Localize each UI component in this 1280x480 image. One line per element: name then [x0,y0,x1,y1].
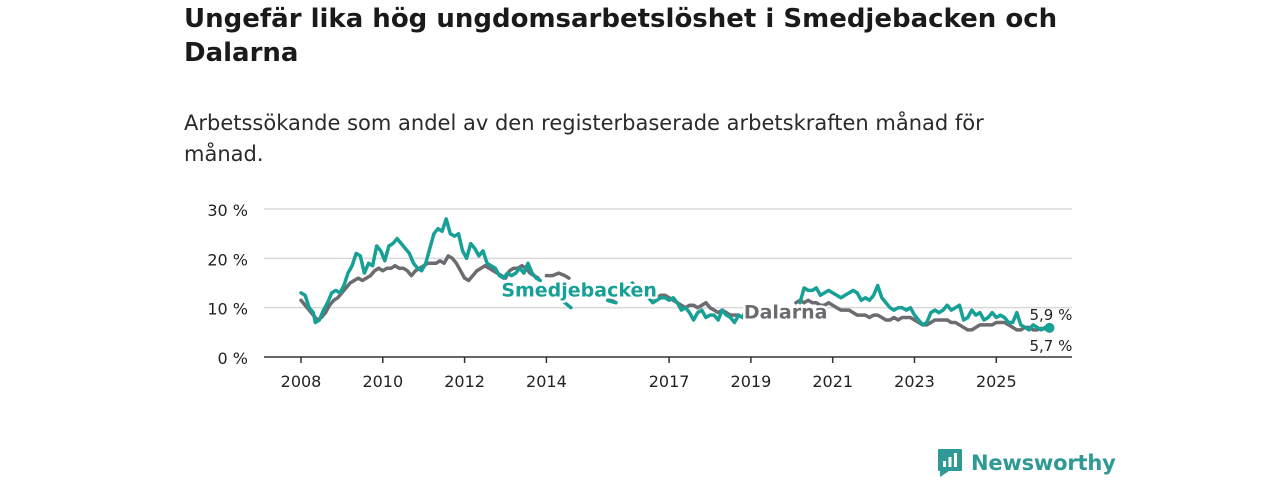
x-tick-label-2017: 2017 [649,372,690,391]
annotation-dalarna: Dalarna [744,302,828,324]
x-tick-label-2012: 2012 [444,372,485,391]
chart-subtitle: Arbetssökande som andel av den registerb… [184,111,984,166]
series-line-dalarna-3 [650,293,749,320]
x-tick-label-2021: 2021 [812,372,853,391]
end-point-smedjebacken [1044,322,1055,333]
bar-chart-icon [938,449,962,477]
y-tick-label-10: 10 % [207,300,248,319]
y-tick-label-0: 0 % [218,349,248,368]
y-tick-label-30: 30 % [207,201,248,220]
y-tick-label-20: 20 % [207,250,248,269]
series-line-smedjebacken-4 [798,283,1052,332]
x-tick-label-2023: 2023 [894,372,935,391]
newsworthy-brand[interactable]: Newsworthy [937,447,1116,479]
series-line-smedjebacken-1 [556,293,573,310]
annotation-smedjebacken: Smedjebacken [501,279,657,301]
annotation-halo-smedjebacken: Smedjebacken [501,279,657,301]
brand-name: Newsworthy [971,451,1116,475]
x-tick-label-2010: 2010 [362,372,403,391]
series-line-dalarna-1 [544,271,571,280]
series-line-smedjebacken-2 [606,298,618,305]
x-tick-label-2019: 2019 [731,372,772,391]
x-tick-label-2025: 2025 [976,372,1017,391]
annotation-halo-dalarna: Dalarna [744,302,828,324]
x-tick-label-2014: 2014 [526,372,567,391]
end-label-smedjebacken: 5,9 % [1029,306,1072,324]
series-line-smedjebacken-3 [630,281,757,325]
x-tick-label-2008: 2008 [281,372,322,391]
line-chart: 0 % 10 % 20 % 30 % 2008 2010 2012 2014 2017 2019 2… [207,201,1072,391]
series-line-smedjebacken-0 [299,217,543,325]
end-label-dalarna: 5,7 % [1029,337,1072,355]
chart-title: Ungefär lika hög ungdomsarbetslöshet i S… [184,4,1058,68]
